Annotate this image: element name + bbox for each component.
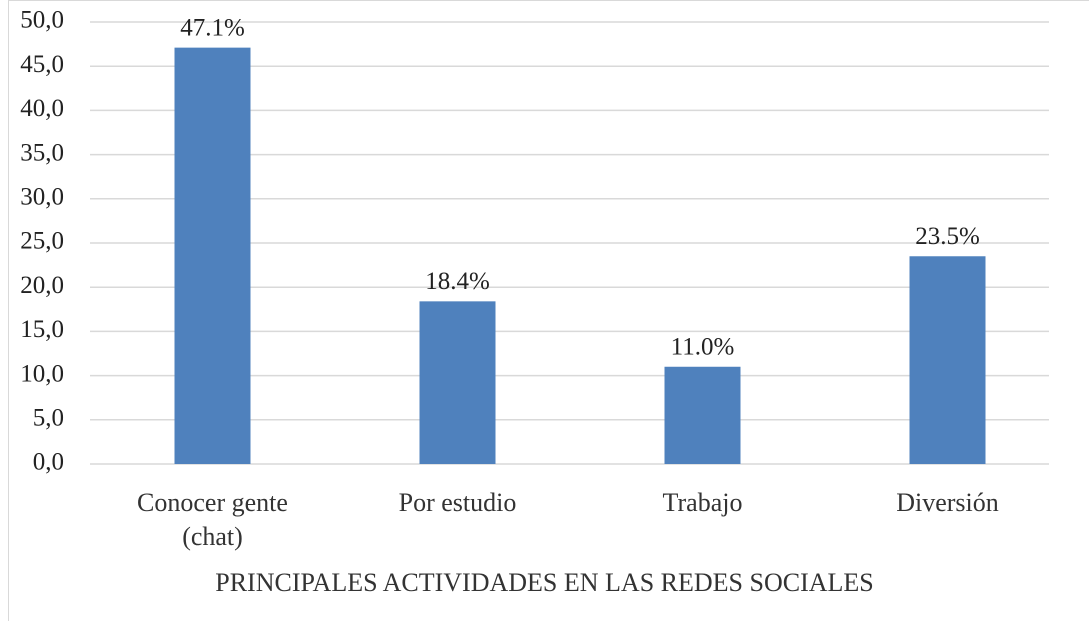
- x-tick-label: Diversión: [896, 488, 999, 517]
- y-tick-label: 35,0: [20, 139, 64, 166]
- x-tick-label: Trabajo: [662, 488, 743, 517]
- x-tick-label: Por estudio: [398, 488, 517, 517]
- y-tick-label: 10,0: [20, 360, 64, 387]
- data-label: 23.5%: [915, 223, 980, 250]
- y-tick-label: 30,0: [20, 184, 64, 211]
- x-tick-label: Conocer gente (chat): [137, 488, 288, 551]
- data-label: 11.0%: [671, 333, 735, 360]
- y-tick-label: 25,0: [20, 228, 64, 255]
- y-tick-label: 20,0: [20, 272, 64, 299]
- y-tick-label: 45,0: [20, 51, 64, 78]
- bar: [419, 301, 496, 464]
- y-tick-label: 0,0: [33, 449, 64, 476]
- chart-border: [8, 0, 1089, 621]
- x-axis-title: PRINCIPALES ACTIVIDADES EN LAS REDES SOC…: [215, 568, 874, 597]
- data-label: 47.1%: [180, 14, 245, 41]
- y-tick-label: 40,0: [20, 95, 64, 122]
- data-label: 18.4%: [425, 268, 490, 295]
- bar: [174, 47, 251, 465]
- bar: [664, 366, 741, 464]
- bar: [909, 256, 986, 464]
- y-tick-label: 5,0: [33, 405, 64, 432]
- y-tick-label: 50,0: [20, 7, 64, 34]
- y-tick-label: 15,0: [20, 316, 64, 343]
